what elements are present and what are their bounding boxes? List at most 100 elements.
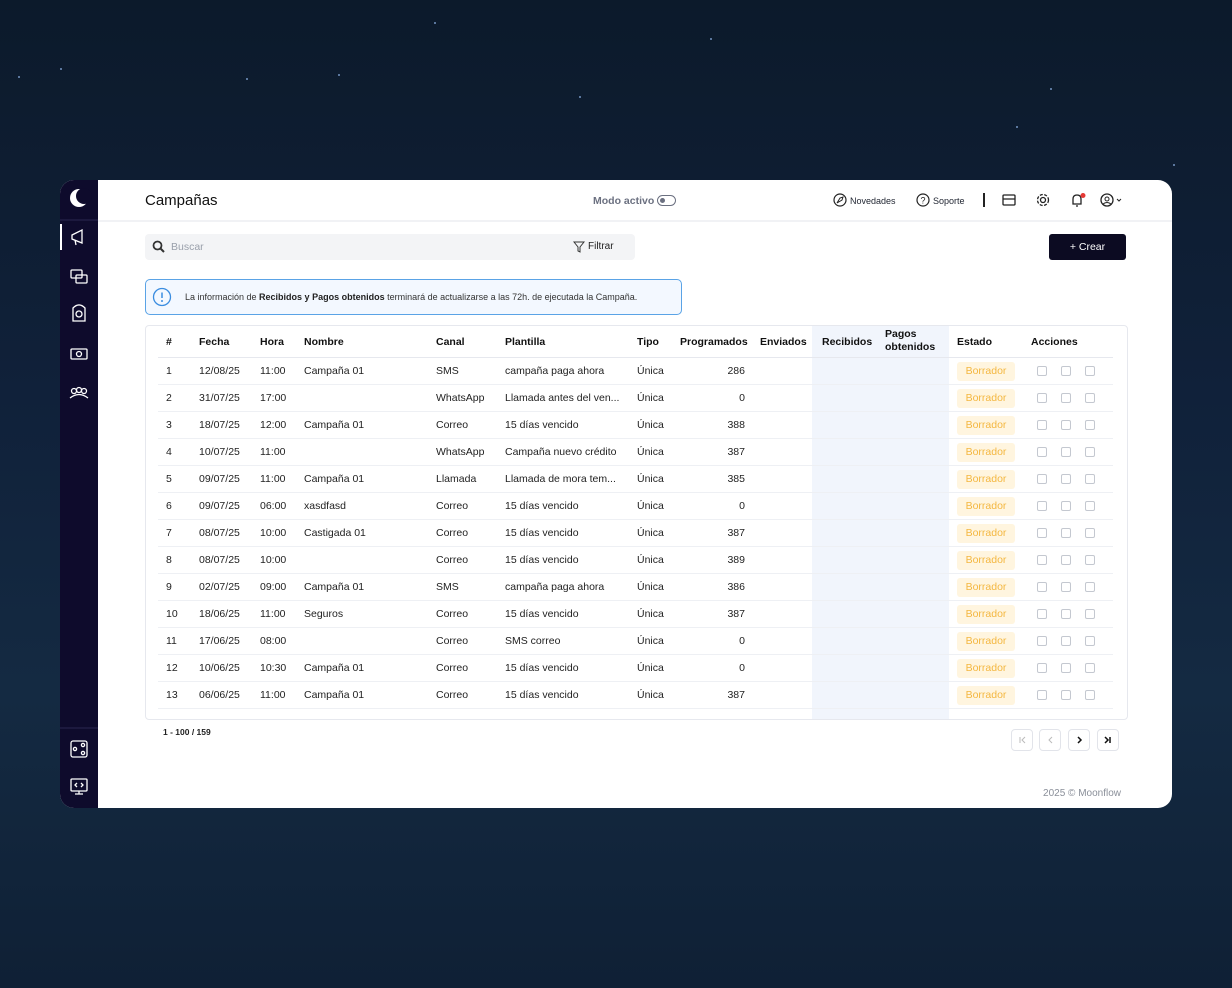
highlight-column [812,326,949,719]
cell: Única [637,554,664,566]
delete-action[interactable] [1085,609,1095,619]
cell: Única [637,662,664,674]
status-badge: Borrador [957,443,1015,462]
header-icons [1002,193,1086,207]
edit-action[interactable] [1037,393,1047,403]
row-divider [158,600,1113,601]
row-divider [158,384,1113,385]
first-page[interactable] [1011,729,1033,751]
row-divider [158,411,1113,412]
edit-action[interactable] [1037,528,1047,538]
column-header: Recibidos [822,336,873,348]
delete-action[interactable] [1085,582,1095,592]
next-page[interactable] [1068,729,1090,751]
delete-action[interactable] [1085,420,1095,430]
cell: Única [637,419,664,431]
delete-action[interactable] [1085,528,1095,538]
copy-action[interactable] [1061,690,1071,700]
edit-action[interactable] [1037,555,1047,565]
scheduled-count: 0 [739,392,745,404]
delete-action[interactable] [1085,366,1095,376]
cell: 5 [166,473,172,485]
row-divider [158,627,1113,628]
edit-action[interactable] [1037,447,1047,457]
last-page[interactable] [1097,729,1119,751]
edit-action[interactable] [1037,420,1047,430]
column-header: Nombre [304,336,344,348]
scheduled-count: 389 [727,554,745,566]
cell: 10:30 [260,662,287,674]
edit-action[interactable] [1037,609,1047,619]
copy-action[interactable] [1061,636,1071,646]
mode-label: Modo activo [593,195,655,207]
delete-action[interactable] [1085,555,1095,565]
cell: 15 días vencido [505,419,579,431]
star [246,78,248,80]
scheduled-count: 386 [727,581,745,593]
copy-action[interactable] [1061,420,1071,430]
delete-action[interactable] [1085,474,1095,484]
prev-page[interactable] [1039,729,1061,751]
cell: 06:00 [260,500,287,512]
news-icon [833,193,847,207]
info-text-end: terminará de actualizarse a las 72h. de … [384,292,638,302]
scheduled-count: 286 [727,365,745,377]
support-link[interactable]: Soporte [933,196,965,206]
create-button[interactable]: + Crear [1049,234,1126,260]
copy-action[interactable] [1061,609,1071,619]
copy-action[interactable] [1061,447,1071,457]
cell: Llamada antes del ven... [505,392,620,404]
mode-toggle[interactable] [657,195,676,206]
cell: Única [637,446,664,458]
edit-action[interactable] [1037,366,1047,376]
delete-action[interactable] [1085,636,1095,646]
star [338,74,340,76]
scheduled-count: 0 [739,635,745,647]
cell: Campaña 01 [304,473,365,485]
status-badge: Borrador [957,578,1015,597]
sidebar-icons [60,188,98,795]
copy-action[interactable] [1061,582,1071,592]
filter-icon [573,241,585,253]
edit-action[interactable] [1037,582,1047,592]
cell: 11:00 [260,446,286,458]
cell: Seguros [304,608,344,620]
filter-button[interactable]: Filtrar [588,241,614,252]
copy-action[interactable] [1061,528,1071,538]
copy-action[interactable] [1061,501,1071,511]
edit-action[interactable] [1037,663,1047,673]
search-input[interactable]: Buscar Filtrar [145,234,635,260]
edit-action[interactable] [1037,636,1047,646]
status-badge: Borrador [957,686,1015,705]
status-badge: Borrador [957,362,1015,381]
delete-action[interactable] [1085,447,1095,457]
copy-action[interactable] [1061,474,1071,484]
copy-action[interactable] [1061,555,1071,565]
delete-action[interactable] [1085,663,1095,673]
cell: Única [637,500,664,512]
cell: 10:00 [260,554,287,566]
edit-action[interactable] [1037,474,1047,484]
cell: Correo [436,527,469,539]
delete-action[interactable] [1085,501,1095,511]
copy-action[interactable] [1061,663,1071,673]
status-badge: Borrador [957,605,1015,624]
delete-action[interactable] [1085,393,1095,403]
cell: campaña paga ahora [505,581,605,593]
cell: 10/07/25 [199,446,240,458]
cell: 09/07/25 [199,500,240,512]
news-link[interactable]: Novedades [850,196,896,206]
copy-action[interactable] [1061,393,1071,403]
edit-action[interactable] [1037,501,1047,511]
column-header: Estado [957,336,993,348]
footer-copyright: 2025 © Moonflow [1043,788,1121,799]
copy-action[interactable] [1061,366,1071,376]
profile-menu[interactable] [1100,193,1126,208]
row-divider [158,708,1113,709]
cell: SMS correo [505,635,561,647]
cell: 10 [166,608,178,620]
cell: 8 [166,554,172,566]
column-header: Plantilla [505,336,546,348]
edit-action[interactable] [1037,690,1047,700]
delete-action[interactable] [1085,690,1095,700]
